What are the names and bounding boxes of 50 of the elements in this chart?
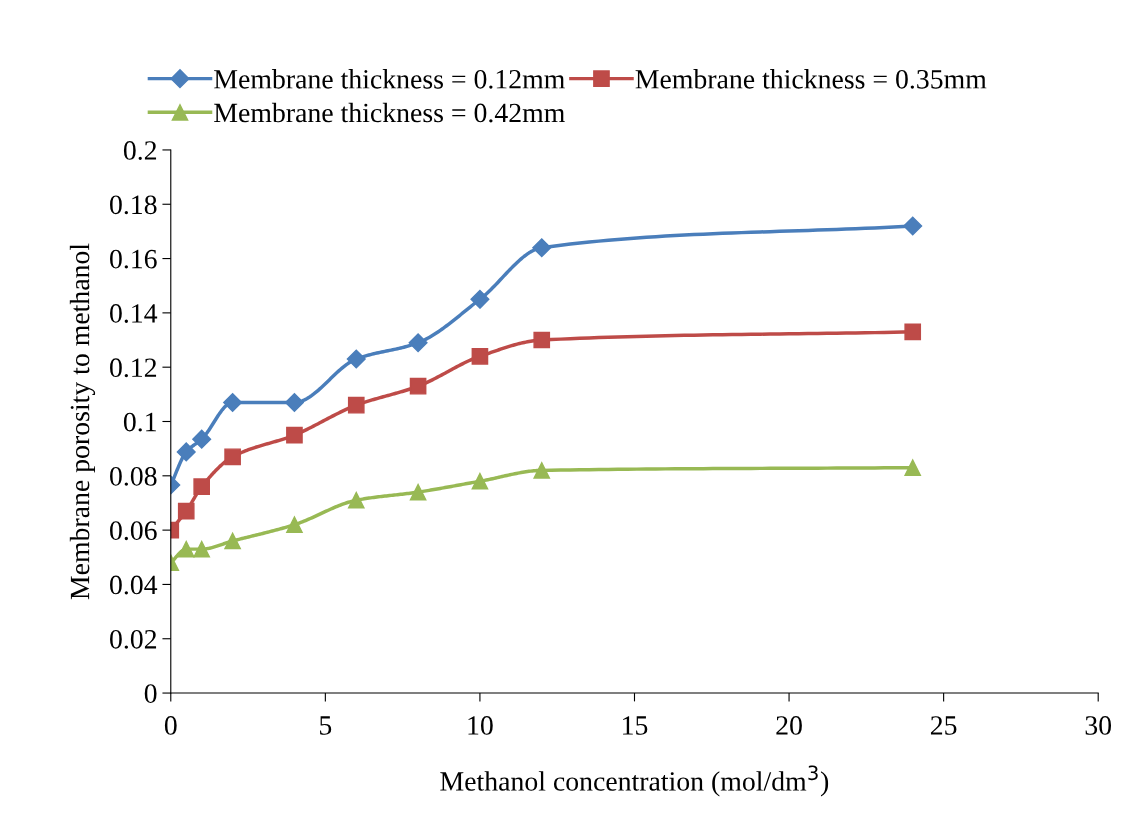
point — [471, 472, 489, 490]
y-tick-label: 0.16 — [110, 249, 157, 269]
point — [470, 289, 490, 309]
y-tick-label: 0.02 — [110, 629, 157, 649]
legend-label: Membrane thickness = 0.12mm — [214, 69, 565, 89]
y-tick-label: 0 — [144, 684, 157, 703]
point — [192, 429, 212, 449]
point — [347, 396, 365, 414]
y-tick-label: 0.12 — [110, 358, 157, 378]
x-tick-label: 15 — [623, 716, 648, 735]
y-tick-label: 0.14 — [110, 304, 158, 323]
y-tick-label: 0.06 — [110, 521, 157, 541]
y-axis-title: Membrane porosity to methanol — [69, 243, 96, 600]
point — [408, 333, 428, 353]
point — [177, 502, 195, 520]
x-axis-title: Methanol concentration (mol/dm$^{3}$) — [440, 765, 829, 797]
point — [224, 448, 241, 466]
point — [532, 238, 552, 258]
y-tick-label: 0.08 — [110, 466, 157, 486]
point — [409, 377, 427, 395]
x-tick-label: 5 — [320, 716, 332, 735]
point — [904, 323, 922, 341]
point — [224, 532, 241, 550]
y-tick-label: 0.18 — [110, 195, 157, 215]
point — [346, 349, 366, 369]
legend-label: Membrane thickness = 0.42mm — [214, 102, 565, 123]
point — [903, 216, 923, 236]
point — [284, 392, 304, 413]
x-tick-label: 30 — [1085, 716, 1112, 735]
x-tick-label: 25 — [930, 716, 957, 735]
y-tick-label: 0.2 — [123, 141, 157, 160]
point — [193, 478, 211, 496]
point — [177, 540, 195, 558]
point — [533, 462, 551, 479]
x-tick-label: 20 — [776, 716, 802, 735]
point — [533, 331, 551, 349]
point — [347, 491, 365, 509]
y-tick-label: 0.1 — [123, 412, 156, 432]
point — [223, 392, 243, 413]
point — [193, 540, 211, 558]
legend-label: Membrane thickness = 0.35mm — [635, 69, 987, 89]
x-tick-label: 10 — [468, 716, 493, 735]
point — [176, 442, 196, 462]
x-tick-label: 0 — [164, 716, 177, 735]
point — [286, 516, 303, 534]
point — [904, 459, 922, 476]
point — [471, 347, 489, 365]
y-tick-label: 0.04 — [110, 575, 158, 595]
point — [409, 483, 427, 501]
point — [286, 426, 303, 444]
